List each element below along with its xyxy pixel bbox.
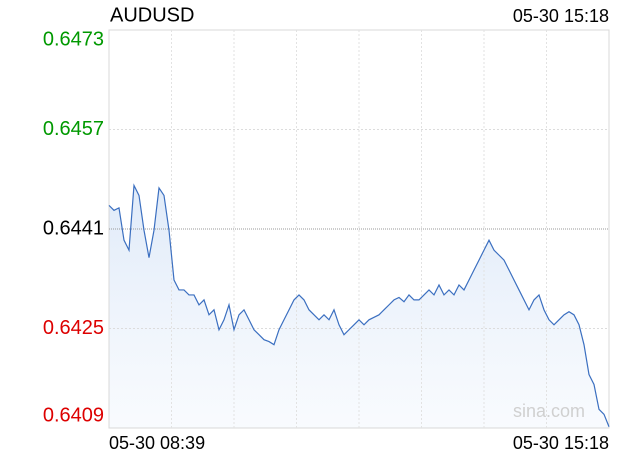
- x-tick-label: 05-30 08:39: [109, 433, 205, 453]
- y-tick-label: 0.6473: [43, 28, 104, 50]
- chart-title: AUDUSD: [110, 4, 194, 26]
- price-line: [108, 183, 610, 427]
- y-tick-label: 0.6441: [43, 217, 104, 239]
- y-tick-label: 0.6409: [43, 404, 104, 426]
- x-tick-label: 05-30 15:18: [513, 433, 609, 453]
- watermark: sina.com: [513, 401, 585, 421]
- y-tick-label: 0.6457: [43, 118, 104, 140]
- y-tick-label: 0.6425: [43, 317, 104, 339]
- timestamp: 05-30 15:18: [513, 6, 609, 26]
